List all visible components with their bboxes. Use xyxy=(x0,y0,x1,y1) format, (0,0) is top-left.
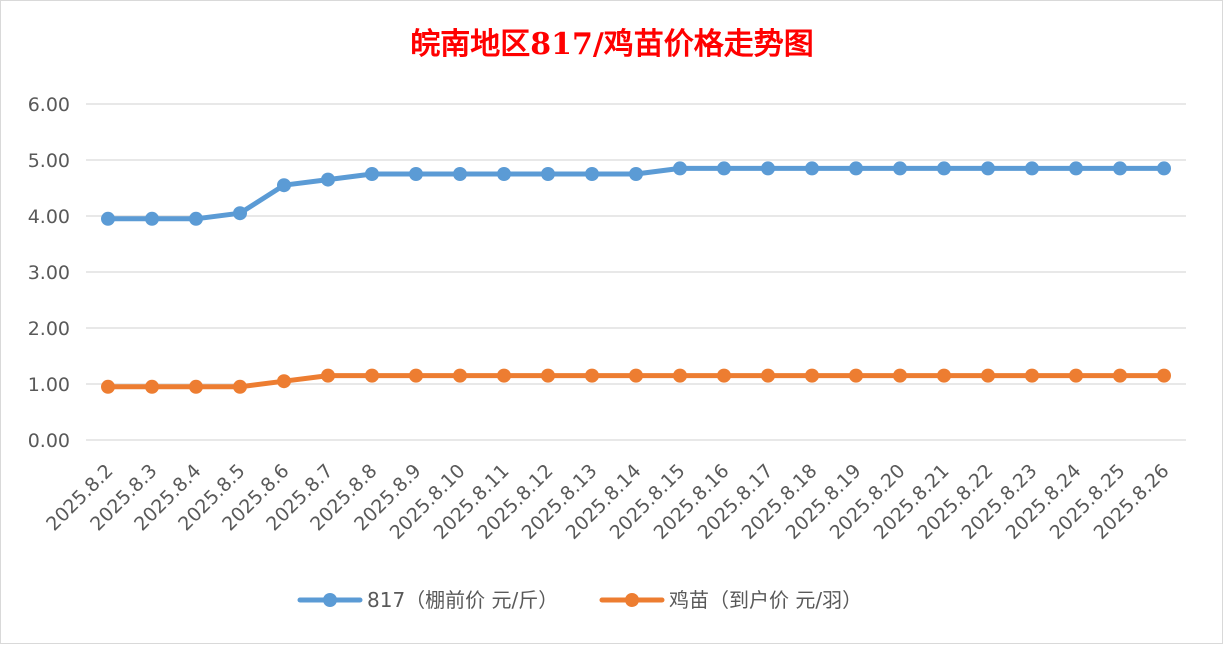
data-point xyxy=(849,368,863,383)
data-point xyxy=(805,368,819,383)
data-point xyxy=(893,368,907,383)
data-point xyxy=(189,379,203,394)
legend-swatch-marker xyxy=(323,593,337,607)
data-point xyxy=(673,368,687,383)
data-point xyxy=(145,211,159,226)
data-point xyxy=(1025,161,1039,176)
legend-label: 817（棚前价 元/斤） xyxy=(367,588,558,612)
data-point xyxy=(981,368,995,383)
data-point xyxy=(541,368,555,383)
data-point xyxy=(585,368,599,383)
data-point xyxy=(277,374,291,389)
data-point xyxy=(277,178,291,193)
y-tick-label: 3.00 xyxy=(28,262,70,284)
data-point xyxy=(673,161,687,176)
data-point xyxy=(453,368,467,383)
data-point xyxy=(365,167,379,181)
y-tick-label: 4.00 xyxy=(28,206,70,228)
y-tick-label: 2.00 xyxy=(28,318,70,340)
data-point xyxy=(1069,368,1083,383)
legend-label: 鸡苗（到户价 元/羽） xyxy=(669,588,862,612)
data-point xyxy=(409,368,423,383)
data-point xyxy=(321,368,335,383)
data-point xyxy=(981,161,995,176)
data-point xyxy=(761,161,775,176)
data-point xyxy=(629,368,643,383)
data-point xyxy=(849,161,863,176)
data-point xyxy=(1113,161,1127,176)
series-layer xyxy=(101,161,1171,394)
data-point xyxy=(189,211,203,226)
y-tick-label: 0.00 xyxy=(28,430,70,452)
data-point xyxy=(937,161,951,176)
data-point xyxy=(1157,368,1171,383)
data-point xyxy=(453,167,467,181)
data-point xyxy=(1069,161,1083,176)
data-point xyxy=(717,368,731,383)
y-tick-label: 5.00 xyxy=(28,150,70,172)
legend: 817（棚前价 元/斤） 鸡苗（到户价 元/羽） xyxy=(297,588,862,612)
data-point xyxy=(541,167,555,181)
legend-item: 817（棚前价 元/斤） xyxy=(297,588,558,612)
data-point xyxy=(321,172,335,187)
data-point xyxy=(145,379,159,394)
legend-item: 鸡苗（到户价 元/羽） xyxy=(599,588,862,612)
data-point xyxy=(805,161,819,176)
y-tick-label: 6.00 xyxy=(28,94,70,116)
data-point xyxy=(761,368,775,383)
y-tick-label: 1.00 xyxy=(28,374,70,396)
data-point xyxy=(1025,368,1039,383)
data-point xyxy=(497,167,511,181)
data-point xyxy=(101,211,115,226)
data-point xyxy=(1157,161,1171,176)
data-point xyxy=(233,379,247,394)
data-point xyxy=(717,161,731,176)
data-point xyxy=(101,379,115,394)
data-point xyxy=(365,368,379,383)
chart-title: 皖南地区817/鸡苗价格走势图 xyxy=(410,27,814,62)
data-point xyxy=(893,161,907,176)
data-point xyxy=(585,167,599,181)
data-point xyxy=(629,167,643,181)
data-point xyxy=(233,206,247,221)
y-axis-ticks: 0.00 1.00 2.00 3.00 4.00 5.00 6.00 xyxy=(28,94,70,452)
data-point xyxy=(409,167,423,181)
series-1 xyxy=(101,161,1171,226)
data-point xyxy=(937,368,951,383)
data-point xyxy=(1113,368,1127,383)
series-2 xyxy=(101,368,1171,394)
legend-swatch-marker xyxy=(625,593,639,607)
data-point xyxy=(497,368,511,383)
